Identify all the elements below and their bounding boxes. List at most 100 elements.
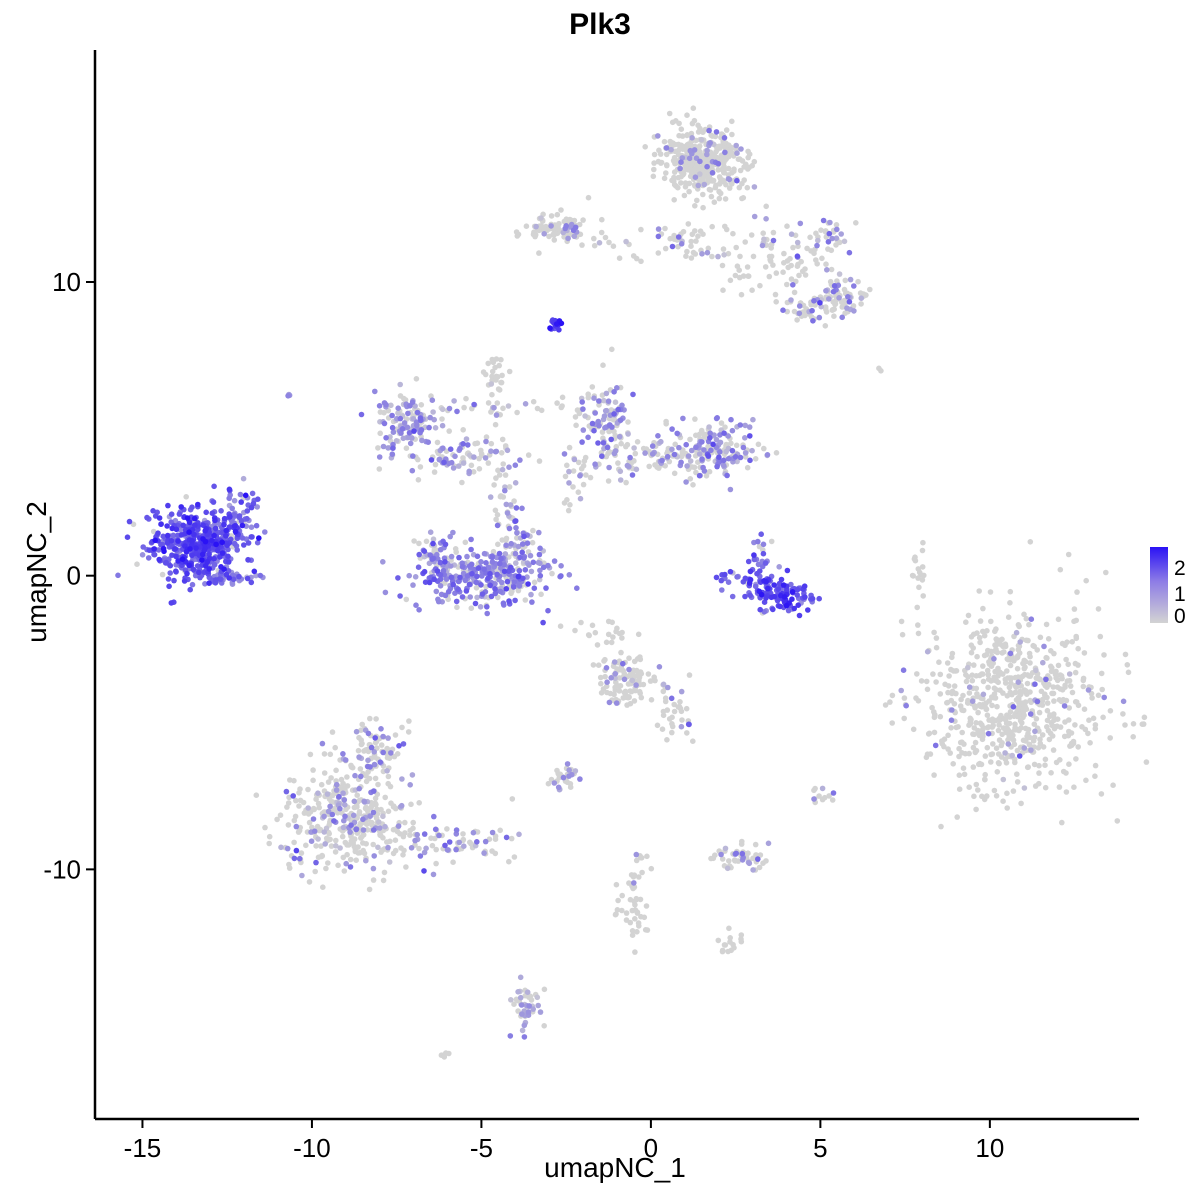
cell-point bbox=[1057, 686, 1064, 692]
cell-point bbox=[502, 443, 509, 449]
x-ticks: -15 -10 -5 0 5 10 bbox=[124, 1119, 1004, 1163]
cell-point bbox=[1014, 747, 1021, 754]
cell-point bbox=[700, 204, 706, 211]
cell-point bbox=[507, 1033, 514, 1039]
cell-point bbox=[262, 824, 268, 831]
cell-point bbox=[1043, 676, 1049, 683]
cell-point bbox=[996, 722, 1002, 728]
cell-point bbox=[171, 577, 177, 584]
cell-point bbox=[535, 1002, 541, 1009]
cell-point bbox=[512, 518, 519, 524]
cell-point bbox=[476, 466, 483, 472]
cell-point bbox=[1018, 725, 1024, 731]
cell-point bbox=[732, 272, 739, 279]
cell-point bbox=[493, 356, 500, 362]
cell-point bbox=[406, 718, 412, 724]
cell-point bbox=[709, 133, 716, 139]
cell-point bbox=[853, 220, 859, 226]
cell-point bbox=[742, 454, 749, 460]
cell-point bbox=[1048, 648, 1054, 654]
cell-point bbox=[945, 732, 951, 739]
cell-point bbox=[455, 586, 462, 593]
cell-point bbox=[937, 713, 944, 720]
cell-point bbox=[497, 588, 504, 595]
cell-point bbox=[963, 619, 969, 625]
cell-point bbox=[1059, 819, 1065, 826]
cell-point bbox=[721, 252, 727, 258]
cell-point bbox=[441, 1054, 448, 1060]
cell-point bbox=[479, 573, 485, 579]
cell-point bbox=[515, 543, 522, 550]
cell-point bbox=[292, 813, 299, 820]
cell-point bbox=[564, 761, 571, 767]
cell-point bbox=[566, 468, 572, 475]
cell-point bbox=[752, 841, 759, 848]
cell-point bbox=[437, 572, 444, 578]
cell-point bbox=[794, 239, 801, 246]
cell-point bbox=[725, 250, 732, 257]
cell-point bbox=[579, 439, 585, 445]
cell-point bbox=[487, 582, 494, 589]
cell-point bbox=[591, 242, 598, 249]
cell-point bbox=[419, 437, 425, 444]
cell-point bbox=[489, 356, 496, 363]
cell-point bbox=[411, 538, 417, 544]
cell-point bbox=[629, 932, 636, 938]
cell-point bbox=[1052, 723, 1058, 730]
cell-point bbox=[698, 153, 704, 159]
cell-point bbox=[988, 759, 994, 765]
cell-point bbox=[240, 475, 247, 482]
cell-point bbox=[990, 741, 996, 747]
cell-point bbox=[1033, 667, 1039, 674]
cell-point bbox=[623, 479, 629, 486]
cell-point bbox=[992, 642, 998, 648]
cell-point bbox=[436, 832, 442, 839]
cell-point bbox=[612, 911, 619, 918]
cell-point bbox=[173, 553, 179, 560]
cell-point bbox=[197, 544, 204, 550]
cell-point bbox=[184, 515, 191, 521]
cell-point bbox=[414, 409, 421, 416]
cell-point bbox=[595, 440, 601, 446]
cell-point bbox=[392, 837, 399, 843]
cell-point bbox=[579, 399, 585, 405]
cell-point bbox=[616, 675, 623, 681]
cell-point bbox=[450, 529, 456, 536]
cell-point bbox=[684, 730, 690, 736]
cell-point bbox=[541, 1023, 547, 1029]
cell-point bbox=[978, 761, 985, 768]
cell-point bbox=[994, 703, 1000, 710]
cell-point bbox=[385, 808, 392, 815]
cell-point bbox=[459, 479, 465, 486]
cell-point bbox=[504, 578, 511, 585]
cell-point bbox=[770, 237, 777, 244]
cell-point bbox=[1021, 785, 1028, 791]
cell-point bbox=[502, 487, 508, 494]
cell-point bbox=[715, 937, 722, 944]
cell-point bbox=[428, 835, 434, 841]
cell-point bbox=[178, 504, 184, 510]
cell-point bbox=[293, 797, 299, 804]
cell-point bbox=[631, 458, 637, 464]
cell-point bbox=[503, 537, 509, 544]
cell-point bbox=[660, 681, 667, 688]
cell-point bbox=[674, 430, 680, 437]
cell-point bbox=[439, 406, 446, 413]
cell-point bbox=[710, 855, 717, 862]
cell-point bbox=[1037, 634, 1044, 641]
cell-point bbox=[631, 445, 637, 451]
cell-point bbox=[633, 896, 640, 903]
cell-point bbox=[933, 644, 940, 651]
cell-point bbox=[736, 274, 743, 281]
cell-point bbox=[410, 582, 416, 588]
cell-point bbox=[364, 827, 371, 833]
cell-point bbox=[689, 135, 695, 141]
cell-point bbox=[1071, 784, 1077, 790]
cell-point bbox=[731, 166, 737, 172]
cell-point bbox=[508, 997, 514, 1003]
cell-point bbox=[209, 537, 215, 544]
cell-point bbox=[610, 243, 617, 249]
cell-point bbox=[1036, 780, 1042, 787]
cell-point bbox=[184, 570, 190, 577]
cell-point bbox=[262, 529, 268, 535]
